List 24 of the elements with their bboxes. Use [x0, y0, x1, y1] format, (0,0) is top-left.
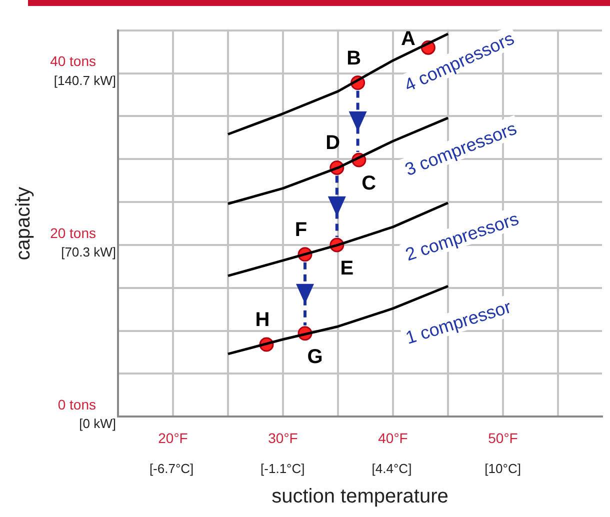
- annotation: A: [400, 28, 416, 50]
- x-tick-label: 40°F: [378, 430, 408, 446]
- x-tick-label: 50°F: [488, 430, 518, 446]
- y-axis-title: capacity: [12, 186, 35, 260]
- y2-tick-label: [70.3 kW]: [61, 244, 116, 260]
- annotation: D: [326, 132, 340, 154]
- y2-tick-label: [140.7 kW]: [54, 72, 116, 88]
- x2-tick-label: [-1.1°C]: [260, 460, 305, 476]
- y-tick-label: 20 tons: [50, 224, 96, 241]
- x2-tick-label: [4.4°C]: [372, 460, 412, 476]
- annotation: C: [362, 172, 376, 195]
- x-axis-title: suction temperature: [272, 486, 448, 508]
- annotation: G: [307, 346, 323, 368]
- annotation: B: [346, 47, 362, 70]
- annotation: E: [340, 257, 354, 280]
- x2-tick-label: [10°C]: [484, 460, 521, 476]
- y-tick-label: 40 tons: [50, 53, 96, 70]
- annotation: F: [294, 218, 308, 241]
- x2-tick-label: [-6.7°C]: [149, 460, 194, 476]
- annotation: H: [255, 309, 270, 332]
- x-tick-label: 20°F: [158, 430, 188, 446]
- x-tick-label: 30°F: [268, 430, 298, 446]
- y-tick-label: 0 tons: [58, 396, 96, 412]
- y2-tick-label: [0 kW]: [79, 416, 116, 432]
